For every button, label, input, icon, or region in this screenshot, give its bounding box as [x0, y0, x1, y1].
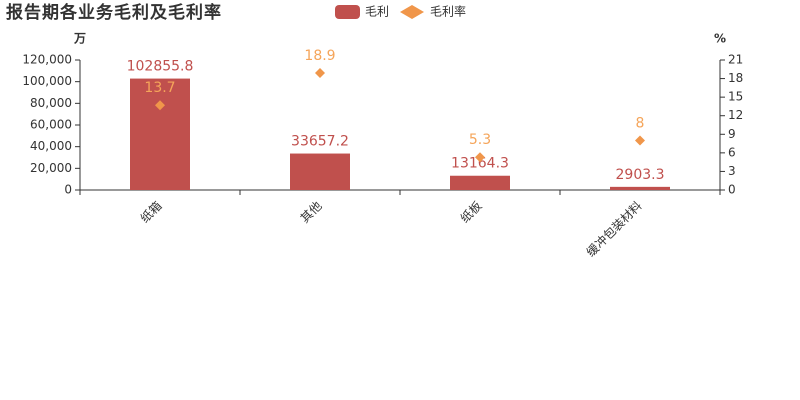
- bar: [290, 153, 350, 190]
- y2-tick-label: 0: [728, 183, 736, 197]
- legend-swatch: [335, 5, 360, 19]
- rate-value-label: 13.7: [144, 80, 175, 96]
- y-tick-label: 120,000: [22, 53, 72, 67]
- legend-label: 毛利: [365, 5, 389, 19]
- y2-tick-label: 12: [728, 108, 743, 122]
- rate-point: [315, 68, 325, 78]
- rate-point: [155, 100, 165, 111]
- y2-tick-label: 21: [728, 53, 743, 67]
- bar: [130, 78, 190, 190]
- legend-swatch: [400, 5, 424, 19]
- x-tick-label: 其他: [298, 199, 325, 226]
- bar-value-label: 102855.8: [127, 59, 194, 75]
- y-tick-label: 0: [64, 183, 72, 197]
- bar: [610, 186, 670, 190]
- x-tick-label: 纸板: [458, 199, 485, 226]
- bar-value-label: 33657.2: [291, 134, 349, 150]
- bar-value-label: 2903.3: [616, 167, 665, 183]
- y2-tick-label: 15: [728, 90, 743, 104]
- rate-point: [475, 152, 485, 163]
- y-tick-label: 20,000: [30, 161, 72, 175]
- y-tick-label: 40,000: [30, 139, 72, 153]
- y2-tick-label: 9: [728, 127, 736, 141]
- bar-value-label: 13164.3: [451, 156, 509, 172]
- chart-title: 报告期各业务毛利及毛利率: [6, 2, 222, 23]
- bar: [450, 175, 510, 190]
- y2-tick-label: 3: [728, 164, 736, 178]
- y2-tick-label: 18: [728, 71, 743, 85]
- rate-value-label: 8: [636, 115, 645, 131]
- y-tick-label: 60,000: [30, 118, 72, 132]
- y-tick-label: 100,000: [22, 74, 72, 88]
- legend-label: 毛利率: [430, 4, 466, 19]
- x-tick-label: 纸箱: [137, 198, 165, 226]
- y-axis-label: 万: [73, 32, 86, 46]
- x-tick-label: 缓冲包装材料: [583, 198, 645, 260]
- y2-tick-label: 6: [728, 145, 736, 159]
- y2-axis-label: %: [714, 32, 726, 46]
- rate-value-label: 5.3: [469, 132, 491, 148]
- y-tick-label: 80,000: [30, 96, 72, 110]
- rate-value-label: 18.9: [304, 48, 335, 64]
- rate-point: [635, 135, 645, 146]
